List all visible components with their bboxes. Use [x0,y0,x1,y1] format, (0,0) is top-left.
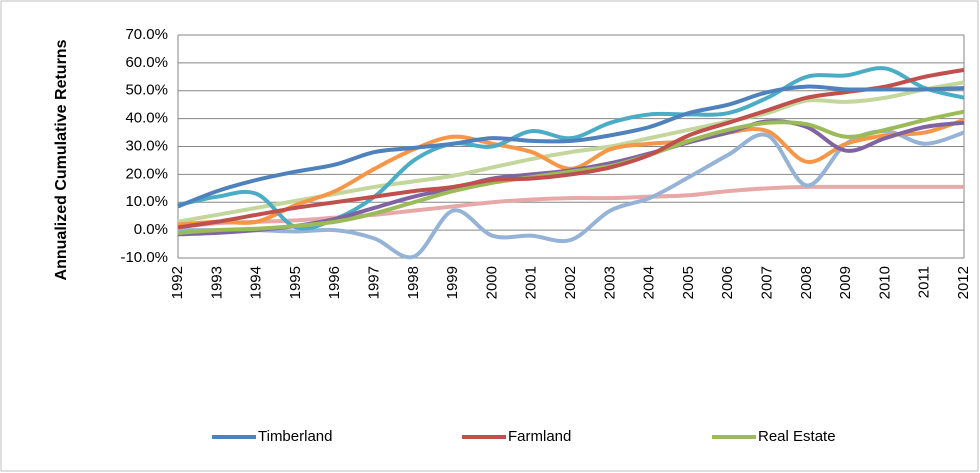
x-tick-label: 1999 [444,266,461,299]
x-tick-label: 2002 [562,266,579,299]
x-tick-label: 2009 [837,266,854,299]
x-tick-label: 1997 [365,266,382,299]
x-tick-label: 1998 [405,266,422,299]
x-tick-label: 1994 [248,266,265,299]
series-line [177,109,965,235]
y-tick-label: -10.0% [120,249,168,266]
y-tick-label: 50.0% [125,82,168,99]
x-tick-label: 2005 [680,266,697,299]
y-axis-title: Annualized Cumulative Returns [53,39,70,280]
y-tick-label: 60.0% [125,54,168,71]
y-tick-label: 40.0% [125,110,168,127]
x-tick-label: 2000 [483,266,500,299]
x-tick-label: 2006 [719,266,736,299]
x-tick-label: 1995 [287,266,304,299]
series-line [177,67,965,230]
series-line [177,66,965,231]
x-tick-label: 2007 [758,266,775,299]
x-tick-label: 2011 [916,266,933,298]
y-tick-label: 10.0% [125,193,168,210]
x-tick-label: 1992 [169,266,186,299]
series-line [177,84,965,209]
x-tick-label: 2001 [523,266,540,299]
series-line [177,80,965,224]
legend-label: Real Estate [758,428,836,445]
y-tick-label: 70.0% [125,26,168,43]
x-tick-label: 2004 [641,266,658,299]
y-tick-label: 20.0% [125,165,168,182]
x-tick-label: 1993 [208,266,225,299]
y-tick-label: 0.0% [134,221,168,238]
series-line [177,184,964,230]
y-tick-label: 30.0% [125,137,168,154]
legend-label: Timberland [258,428,332,445]
x-tick-label: 2010 [876,266,893,299]
x-tick-label: 2012 [955,266,972,299]
series-line [177,129,965,260]
x-tick-label: 2003 [601,266,618,299]
legend-label: Farmland [508,428,571,445]
x-tick-label: 2008 [798,266,815,299]
x-tick-label: 1996 [326,266,343,299]
